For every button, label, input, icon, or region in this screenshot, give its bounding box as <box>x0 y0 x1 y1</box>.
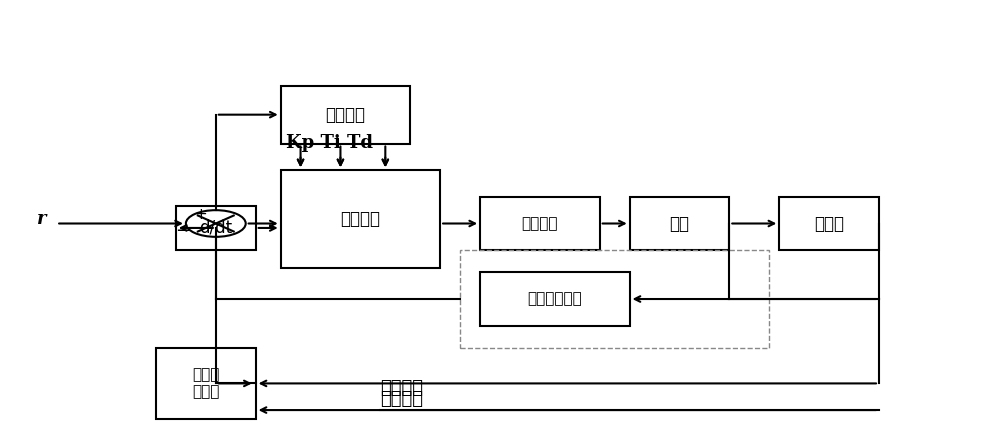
Bar <box>480 272 630 326</box>
Text: 前馈调节: 前馈调节 <box>325 105 365 124</box>
Text: 反馈调节: 反馈调节 <box>340 210 380 228</box>
Text: d/dt: d/dt <box>199 219 232 237</box>
Bar <box>480 197 600 250</box>
Text: 温度特性: 温度特性 <box>380 390 423 408</box>
Bar <box>156 348 256 419</box>
Bar <box>630 197 729 250</box>
Text: 超声波
传感器: 超声波 传感器 <box>192 367 220 400</box>
Bar <box>281 170 440 268</box>
Text: 温度特性: 温度特性 <box>380 379 423 397</box>
Bar <box>779 197 879 250</box>
Text: −: − <box>175 223 190 240</box>
Circle shape <box>186 210 246 237</box>
Text: 执行装置: 执行装置 <box>522 216 558 231</box>
Text: +: + <box>194 207 207 222</box>
Text: 焊炬: 焊炬 <box>670 215 690 232</box>
Bar <box>176 206 256 250</box>
Bar <box>281 86 410 143</box>
Bar <box>460 250 769 348</box>
Text: 温度监测装置: 温度监测装置 <box>527 291 582 307</box>
Text: r: r <box>37 210 46 228</box>
Text: 角焊缝: 角焊缝 <box>814 215 844 232</box>
Text: Kp Ti Td: Kp Ti Td <box>286 135 373 152</box>
